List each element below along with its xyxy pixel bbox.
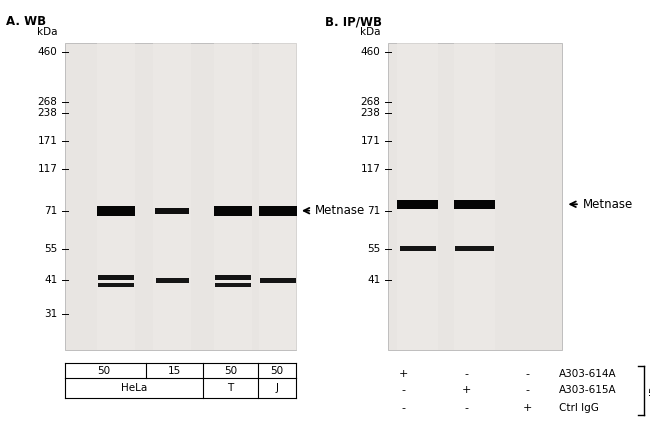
Bar — [214, 206, 252, 216]
Text: A303-615A: A303-615A — [559, 385, 617, 395]
Bar — [98, 283, 134, 287]
Bar — [97, 206, 135, 216]
Text: 71: 71 — [367, 206, 380, 216]
Text: -: - — [526, 369, 530, 379]
Bar — [259, 43, 297, 350]
Text: 268: 268 — [360, 97, 380, 108]
Bar — [214, 283, 250, 287]
Bar — [98, 275, 134, 280]
Text: 50: 50 — [98, 366, 111, 376]
Text: Ctrl IgG: Ctrl IgG — [559, 402, 599, 413]
Bar — [259, 206, 297, 216]
Bar — [155, 208, 189, 214]
Text: IP: IP — [649, 386, 650, 396]
Text: 31: 31 — [44, 309, 57, 319]
Text: -: - — [465, 369, 469, 379]
Text: 50: 50 — [224, 366, 237, 376]
Bar — [153, 43, 191, 350]
Text: 117: 117 — [360, 164, 380, 175]
Text: -: - — [465, 402, 469, 413]
Text: 55: 55 — [44, 243, 57, 254]
Bar — [454, 200, 495, 209]
Bar — [65, 43, 296, 350]
Text: HeLa: HeLa — [121, 383, 147, 393]
Bar — [398, 43, 439, 350]
Text: 171: 171 — [37, 136, 57, 146]
Text: +: + — [523, 402, 532, 413]
Text: kDa: kDa — [359, 27, 380, 37]
Text: T: T — [227, 383, 233, 393]
Text: 117: 117 — [37, 164, 57, 175]
Text: 238: 238 — [37, 108, 57, 118]
Bar — [156, 278, 188, 283]
Bar — [214, 43, 252, 350]
Text: Metnase: Metnase — [315, 204, 365, 217]
Bar — [398, 200, 439, 209]
Text: B. IP/WB: B. IP/WB — [325, 15, 382, 28]
Bar — [454, 43, 495, 350]
Text: 50: 50 — [270, 366, 283, 376]
Text: +: + — [462, 385, 471, 395]
Text: -: - — [401, 385, 405, 395]
Bar — [400, 246, 436, 251]
Text: 71: 71 — [44, 206, 57, 216]
Text: J: J — [276, 383, 278, 393]
Text: 460: 460 — [361, 46, 380, 57]
Text: A. WB: A. WB — [6, 15, 47, 28]
Text: -: - — [401, 402, 405, 413]
Text: 238: 238 — [360, 108, 380, 118]
Text: 41: 41 — [44, 275, 57, 286]
Text: 15: 15 — [168, 366, 181, 376]
Text: 171: 171 — [360, 136, 380, 146]
Text: Metnase: Metnase — [583, 198, 633, 211]
Text: 460: 460 — [38, 46, 57, 57]
Text: 55: 55 — [367, 243, 380, 254]
Text: kDa: kDa — [36, 27, 57, 37]
Bar — [97, 43, 135, 350]
Bar — [260, 278, 296, 283]
Text: 268: 268 — [37, 97, 57, 108]
Text: +: + — [398, 369, 408, 379]
Bar — [455, 246, 494, 251]
Bar — [214, 275, 250, 280]
Text: A303-614A: A303-614A — [559, 369, 617, 379]
Text: -: - — [526, 385, 530, 395]
Bar — [388, 43, 562, 350]
Text: 41: 41 — [367, 275, 380, 286]
